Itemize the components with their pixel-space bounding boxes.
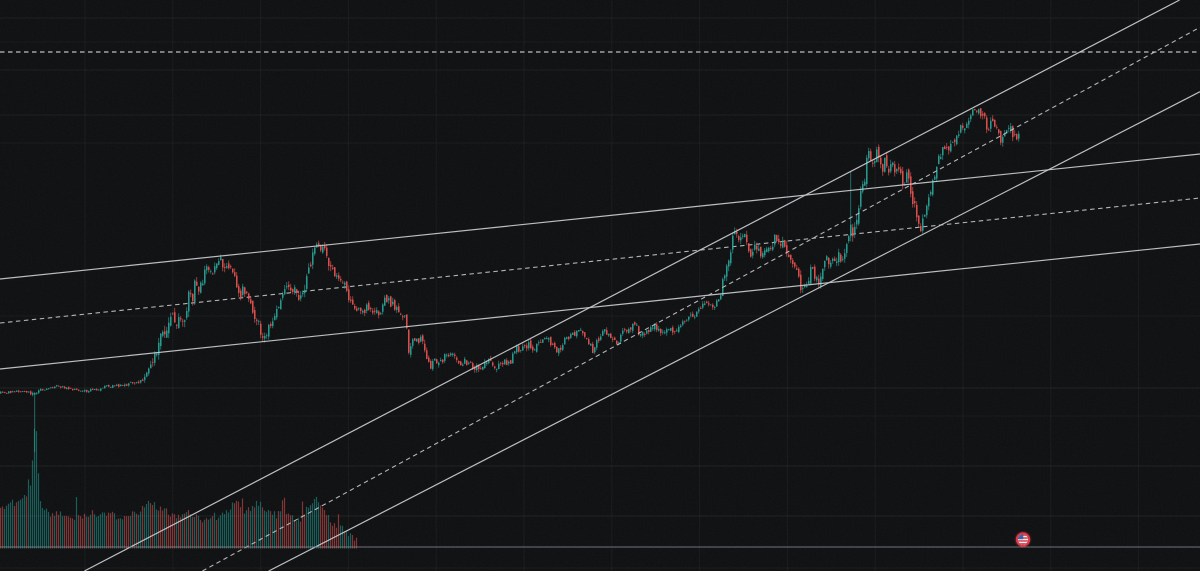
trendline-steep-1[interactable] — [84, 0, 1180, 571]
candle-bodies-down — [2, 108, 1018, 395]
volume-bars-down — [0, 496, 358, 549]
trendline-steep-2[interactable] — [268, 91, 1200, 571]
grid-vertical-lines — [84, 0, 1140, 571]
volume-bars-up — [3, 428, 352, 549]
trendline-channel-lower[interactable] — [0, 243, 1200, 370]
trendline-channel-upper[interactable] — [0, 153, 1200, 280]
us-flag-event-icon[interactable] — [1014, 530, 1032, 549]
trendlines-under-layer[interactable] — [0, 197, 1200, 324]
trendline-steep-dashed[interactable] — [202, 26, 1200, 571]
trendline-channel-mid[interactable] — [0, 197, 1200, 324]
volume-histogram — [0, 428, 358, 549]
